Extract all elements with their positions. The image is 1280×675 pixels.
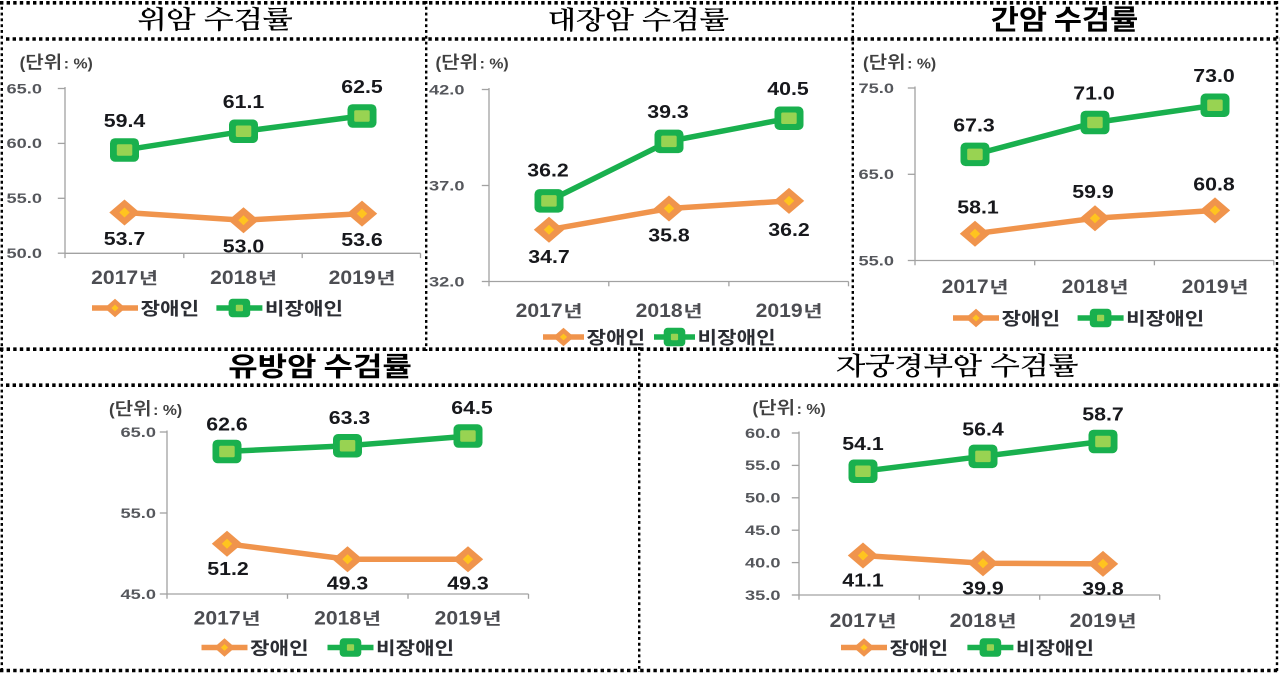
svg-text:64.5: 64.5: [451, 398, 493, 418]
svg-text:62.5: 62.5: [341, 77, 383, 97]
svg-text:: %): : %): [153, 403, 182, 419]
svg-text:2018: 2018: [1062, 276, 1109, 298]
svg-text:42.0: 42.0: [429, 82, 465, 97]
svg-text:55.0: 55.0: [7, 191, 43, 206]
svg-text:53.6: 53.6: [341, 230, 383, 250]
svg-text:65.0: 65.0: [121, 425, 157, 440]
svg-text:53.0: 53.0: [223, 237, 265, 257]
svg-text:39.9: 39.9: [962, 579, 1004, 599]
svg-text:2019: 2019: [756, 300, 803, 322]
svg-text:(: (: [753, 399, 759, 418]
svg-text:(: (: [109, 400, 115, 419]
svg-text:39.3: 39.3: [647, 102, 689, 122]
svg-text:58.1: 58.1: [957, 198, 999, 218]
svg-text:(: (: [20, 54, 26, 73]
svg-text:60.8: 60.8: [1193, 174, 1235, 194]
svg-text:56.4: 56.4: [962, 419, 1004, 439]
svg-text:2017: 2017: [91, 267, 138, 289]
svg-text:(: (: [436, 54, 442, 73]
svg-text:58.7: 58.7: [1082, 404, 1124, 424]
svg-text:55.0: 55.0: [745, 458, 781, 473]
svg-text:71.0: 71.0: [1073, 84, 1115, 104]
svg-text:59.9: 59.9: [1072, 182, 1114, 202]
svg-text:40.0: 40.0: [745, 555, 781, 570]
svg-text:: %): : %): [907, 57, 936, 73]
svg-text:53.7: 53.7: [104, 229, 146, 249]
svg-text:2019: 2019: [1182, 276, 1229, 298]
svg-text:49.3: 49.3: [327, 574, 369, 594]
svg-text:39.8: 39.8: [1082, 579, 1124, 599]
svg-text:35.0: 35.0: [745, 588, 781, 603]
svg-text:59.4: 59.4: [104, 111, 146, 131]
svg-text:60.0: 60.0: [745, 426, 781, 441]
svg-text:55.0: 55.0: [859, 253, 895, 268]
svg-text:61.1: 61.1: [223, 92, 265, 112]
svg-text:36.2: 36.2: [527, 161, 569, 181]
svg-text:35.8: 35.8: [648, 226, 690, 246]
svg-text:2018: 2018: [950, 610, 997, 632]
svg-text:2018: 2018: [210, 267, 257, 289]
svg-text:2018: 2018: [314, 608, 361, 630]
svg-text:60.0: 60.0: [7, 136, 43, 151]
svg-text:2017: 2017: [942, 276, 989, 298]
svg-text:32.0: 32.0: [429, 274, 465, 289]
svg-text:45.0: 45.0: [745, 523, 781, 538]
svg-text:(: (: [863, 54, 869, 73]
svg-text:2017: 2017: [194, 608, 241, 630]
svg-text:36.2: 36.2: [768, 220, 810, 240]
svg-text:34.7: 34.7: [528, 247, 570, 267]
svg-text:40.5: 40.5: [767, 79, 809, 99]
svg-text:54.1: 54.1: [842, 434, 884, 454]
svg-text:50.0: 50.0: [7, 246, 43, 261]
svg-text:41.1: 41.1: [842, 571, 884, 591]
svg-text:2019: 2019: [435, 608, 482, 630]
svg-text:49.3: 49.3: [447, 574, 489, 594]
svg-text:62.6: 62.6: [206, 415, 248, 435]
svg-text:51.2: 51.2: [207, 559, 249, 579]
svg-text:2019: 2019: [1070, 610, 1117, 632]
svg-text:50.0: 50.0: [745, 491, 781, 506]
svg-text:67.3: 67.3: [953, 115, 995, 135]
svg-text:75.0: 75.0: [859, 81, 895, 96]
svg-text:: %): : %): [480, 57, 509, 73]
svg-text:2018: 2018: [636, 300, 683, 322]
svg-text:55.0: 55.0: [121, 506, 157, 521]
svg-text:37.0: 37.0: [429, 178, 465, 193]
svg-text:65.0: 65.0: [7, 81, 43, 96]
svg-text:: %): : %): [64, 57, 93, 73]
svg-text:63.3: 63.3: [329, 408, 371, 428]
svg-text:65.0: 65.0: [859, 167, 895, 182]
svg-text:45.0: 45.0: [121, 587, 157, 602]
svg-text:2017: 2017: [516, 300, 563, 322]
svg-text:2019: 2019: [329, 267, 376, 289]
svg-text:73.0: 73.0: [1193, 66, 1235, 86]
svg-text:: %): : %): [797, 402, 826, 418]
svg-text:2017: 2017: [830, 610, 877, 632]
